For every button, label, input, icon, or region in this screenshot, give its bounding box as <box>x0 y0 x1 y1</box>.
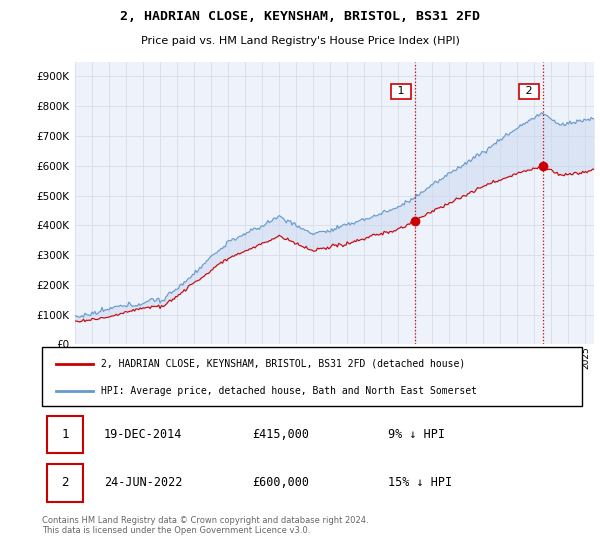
Bar <box>47 416 83 453</box>
Text: Price paid vs. HM Land Registry's House Price Index (HPI): Price paid vs. HM Land Registry's House … <box>140 36 460 46</box>
Text: 15% ↓ HPI: 15% ↓ HPI <box>388 477 452 489</box>
Text: 2, HADRIAN CLOSE, KEYNSHAM, BRISTOL, BS31 2FD (detached house): 2, HADRIAN CLOSE, KEYNSHAM, BRISTOL, BS3… <box>101 358 466 368</box>
Text: 1: 1 <box>394 86 408 96</box>
Bar <box>47 464 83 502</box>
Text: 2: 2 <box>61 477 69 489</box>
Text: 9% ↓ HPI: 9% ↓ HPI <box>388 428 445 441</box>
Text: HPI: Average price, detached house, Bath and North East Somerset: HPI: Average price, detached house, Bath… <box>101 386 478 396</box>
Text: 1: 1 <box>61 428 69 441</box>
Text: 24-JUN-2022: 24-JUN-2022 <box>104 477 182 489</box>
Text: 2, HADRIAN CLOSE, KEYNSHAM, BRISTOL, BS31 2FD: 2, HADRIAN CLOSE, KEYNSHAM, BRISTOL, BS3… <box>120 11 480 24</box>
Text: Contains HM Land Registry data © Crown copyright and database right 2024.
This d: Contains HM Land Registry data © Crown c… <box>42 516 368 535</box>
Text: 19-DEC-2014: 19-DEC-2014 <box>104 428 182 441</box>
Text: 2: 2 <box>522 86 536 96</box>
Text: £415,000: £415,000 <box>253 428 310 441</box>
Text: £600,000: £600,000 <box>253 477 310 489</box>
